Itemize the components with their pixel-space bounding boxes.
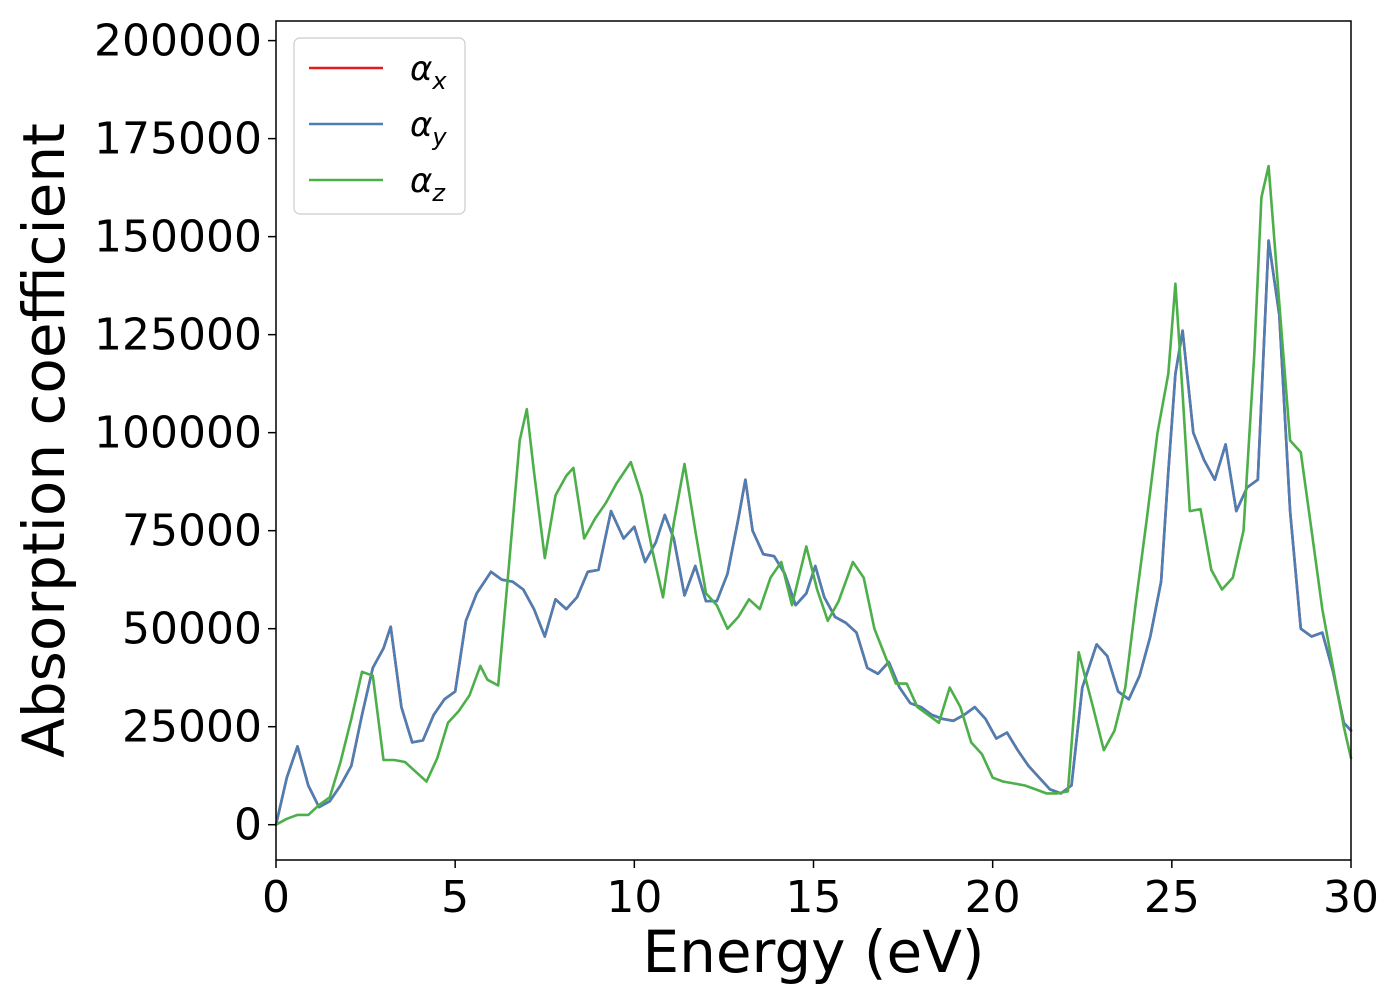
legend-label-y: αy xyxy=(410,105,447,151)
y-axis-title: Absorption coefficient xyxy=(10,123,78,758)
y-tick-label: 75000 xyxy=(122,506,262,557)
x-tick-label: 15 xyxy=(786,872,842,923)
legend-symbol: α xyxy=(410,105,432,145)
legend-subscript: y xyxy=(431,123,447,151)
legend-symbol: α xyxy=(410,161,432,201)
y-tick-label: 0 xyxy=(234,800,262,851)
x-axis-title: Energy (eV) xyxy=(642,918,984,986)
x-axis-ticks: 0 5 10 15 20 25 30 xyxy=(262,860,1379,923)
legend-label-x: αx xyxy=(410,49,447,95)
x-tick-label: 10 xyxy=(606,872,662,923)
y-tick-label: 50000 xyxy=(122,604,262,655)
y-tick-label: 100000 xyxy=(94,408,262,459)
legend-subscript: x xyxy=(431,67,447,95)
x-tick-label: 0 xyxy=(262,872,290,923)
y-axis-ticks: 0 25000 50000 75000 100000 125000 150000 175000… xyxy=(94,16,276,851)
x-tick-label: 5 xyxy=(441,872,469,923)
y-tick-label: 150000 xyxy=(94,212,262,263)
legend-label-z: αz xyxy=(410,161,446,207)
series-lines xyxy=(274,164,1353,827)
x-tick-label: 30 xyxy=(1323,872,1379,923)
y-tick-label: 25000 xyxy=(122,702,262,753)
y-tick-label: 175000 xyxy=(94,114,262,165)
y-tick-label: 125000 xyxy=(94,310,262,361)
y-tick-label: 200000 xyxy=(94,16,262,67)
legend-subscript: z xyxy=(431,179,446,207)
x-tick-label: 20 xyxy=(965,872,1021,923)
x-tick-label: 25 xyxy=(1144,872,1200,923)
legend-box xyxy=(293,37,466,215)
series-line-z xyxy=(274,164,1353,827)
legend-symbol: α xyxy=(410,49,432,89)
series-line-y xyxy=(274,239,1353,827)
